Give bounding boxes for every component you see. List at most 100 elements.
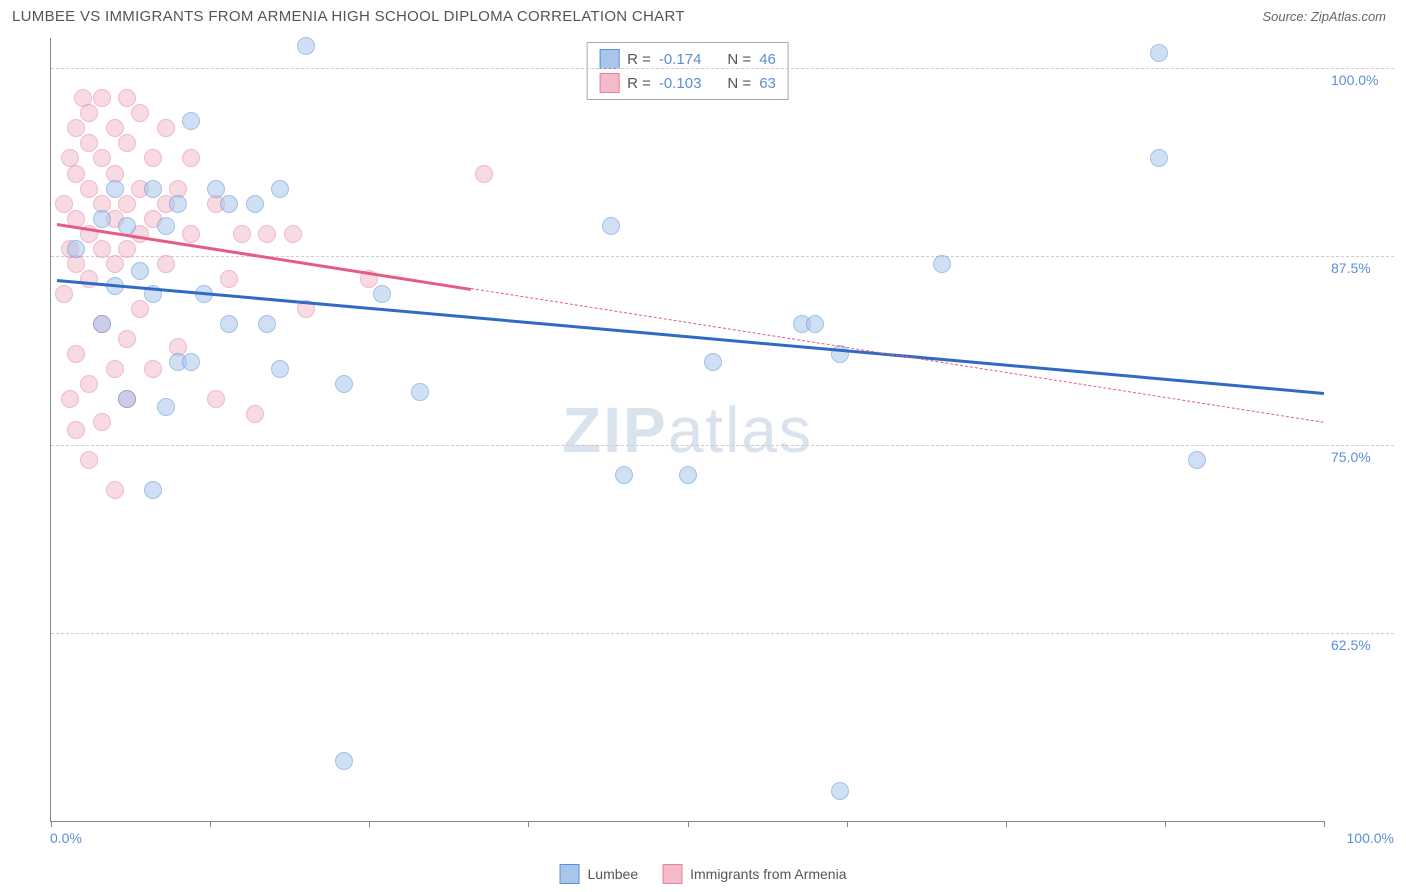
scatter-point (475, 165, 493, 183)
n-value-series1: 46 (759, 51, 776, 68)
r-label: R = (627, 75, 651, 92)
scatter-point (246, 195, 264, 213)
x-tick (51, 821, 52, 827)
scatter-point (67, 421, 85, 439)
swatch-series2 (599, 73, 619, 93)
n-label: N = (727, 51, 751, 68)
scatter-point (55, 285, 73, 303)
scatter-point (169, 195, 187, 213)
scatter-point (271, 360, 289, 378)
scatter-point (258, 225, 276, 243)
scatter-point (67, 345, 85, 363)
x-tick-label-min: 0.0% (50, 830, 82, 846)
scatter-point (93, 89, 111, 107)
gridline (51, 68, 1394, 69)
scatter-point (933, 255, 951, 273)
legend-swatch-series1 (560, 864, 580, 884)
scatter-point (118, 330, 136, 348)
legend-item-series1: Lumbee (560, 864, 639, 884)
scatter-point (144, 149, 162, 167)
scatter-point (258, 315, 276, 333)
scatter-point (182, 149, 200, 167)
x-tick (1165, 821, 1166, 827)
scatter-point (106, 481, 124, 499)
scatter-point (246, 405, 264, 423)
scatter-point (831, 782, 849, 800)
x-tick-label-max: 100.0% (1347, 830, 1394, 846)
x-tick (847, 821, 848, 827)
scatter-point (131, 262, 149, 280)
trend-line-extrapolated (471, 288, 1324, 423)
scatter-point (67, 119, 85, 137)
scatter-point (93, 149, 111, 167)
legend-label-series2: Immigrants from Armenia (690, 866, 846, 882)
trend-line (57, 279, 1324, 394)
scatter-point (118, 89, 136, 107)
scatter-point (157, 119, 175, 137)
scatter-point (144, 360, 162, 378)
chart-title: LUMBEE VS IMMIGRANTS FROM ARMENIA HIGH S… (12, 8, 685, 25)
scatter-point (131, 104, 149, 122)
scatter-point (80, 270, 98, 288)
scatter-point (207, 390, 225, 408)
scatter-point (157, 255, 175, 273)
x-tick (1006, 821, 1007, 827)
n-label: N = (727, 75, 751, 92)
scatter-point (80, 104, 98, 122)
y-tick-label: 100.0% (1331, 72, 1378, 88)
r-label: R = (627, 51, 651, 68)
gridline (51, 445, 1394, 446)
scatter-point (106, 119, 124, 137)
scatter-point (335, 375, 353, 393)
scatter-point (207, 180, 225, 198)
scatter-point (373, 285, 391, 303)
scatter-point (80, 451, 98, 469)
gridline (51, 633, 1394, 634)
legend-label-series1: Lumbee (588, 866, 639, 882)
scatter-point (679, 466, 697, 484)
scatter-point (220, 270, 238, 288)
r-value-series2: -0.103 (659, 75, 702, 92)
y-tick-label: 62.5% (1331, 637, 1371, 653)
correlation-stats-box: R = -0.174 N = 46 R = -0.103 N = 63 (586, 42, 789, 100)
scatter-point (131, 300, 149, 318)
series-legend: Lumbee Immigrants from Armenia (560, 864, 847, 884)
plot-area: ZIPatlas R = -0.174 N = 46 R = -0.103 N … (50, 38, 1324, 822)
watermark-bold: ZIP (562, 394, 668, 466)
x-tick (528, 821, 529, 827)
scatter-point (602, 217, 620, 235)
x-tick (369, 821, 370, 827)
scatter-point (615, 466, 633, 484)
n-value-series2: 63 (759, 75, 776, 92)
scatter-point (80, 375, 98, 393)
x-tick (1324, 821, 1325, 827)
legend-item-series2: Immigrants from Armenia (662, 864, 846, 884)
chart-header: LUMBEE VS IMMIGRANTS FROM ARMENIA HIGH S… (0, 0, 1406, 29)
scatter-point (704, 353, 722, 371)
source-attribution: Source: ZipAtlas.com (1262, 9, 1386, 24)
scatter-point (297, 37, 315, 55)
scatter-point (157, 398, 175, 416)
scatter-point (55, 195, 73, 213)
scatter-point (182, 225, 200, 243)
scatter-point (1150, 149, 1168, 167)
scatter-point (411, 383, 429, 401)
scatter-point (220, 315, 238, 333)
scatter-point (118, 240, 136, 258)
scatter-point (106, 255, 124, 273)
scatter-point (1188, 451, 1206, 469)
scatter-point (80, 134, 98, 152)
x-tick (688, 821, 689, 827)
scatter-point (93, 210, 111, 228)
scatter-point (182, 112, 200, 130)
scatter-point (144, 180, 162, 198)
scatter-point (806, 315, 824, 333)
gridline (51, 256, 1394, 257)
scatter-point (233, 225, 251, 243)
scatter-point (106, 360, 124, 378)
scatter-point (182, 353, 200, 371)
chart-container: High School Diploma ZIPatlas R = -0.174 … (12, 38, 1394, 852)
y-tick-label: 75.0% (1331, 449, 1371, 465)
r-value-series1: -0.174 (659, 51, 702, 68)
scatter-point (67, 165, 85, 183)
